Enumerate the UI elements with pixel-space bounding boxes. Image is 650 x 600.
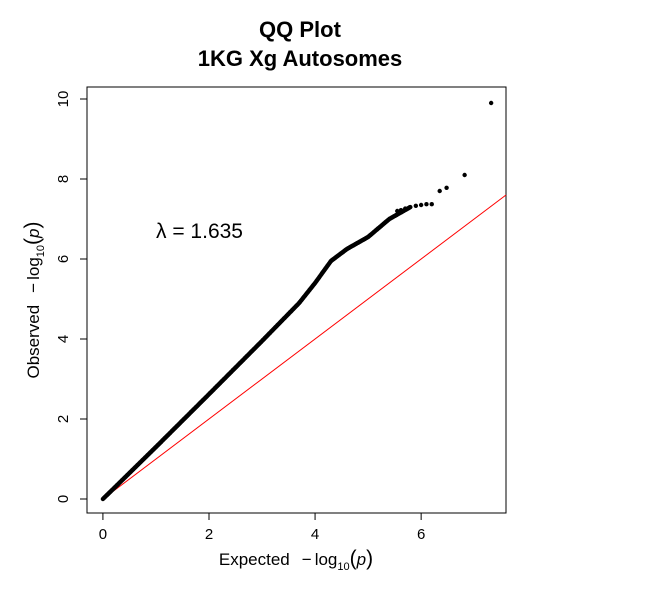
y-tick-label: 10: [55, 91, 72, 108]
x-axis: 0 2 4 6: [99, 513, 425, 543]
y-tick-label: 4: [55, 335, 72, 343]
y-tick-label: 6: [55, 255, 72, 263]
qq-point: [462, 172, 467, 178]
x-tick-label: 0: [99, 526, 107, 543]
qq-point: [398, 208, 404, 213]
qq-point: [437, 188, 442, 194]
qq-point: [429, 202, 434, 207]
y-tick-label: 2: [55, 415, 72, 423]
qq-point: [413, 203, 419, 208]
x-tick-label: 2: [205, 526, 213, 543]
y-axis-label: Observed−log10(p): [21, 221, 47, 378]
reference-line-group: [102, 194, 507, 500]
y-tick-label: 0: [55, 495, 72, 503]
plot-frame: [86, 86, 507, 514]
y-tick-label: 8: [55, 175, 72, 183]
qq-point: [403, 206, 408, 211]
qq-point: [418, 202, 424, 208]
y-axis: 0 2 4 6 8 10: [55, 91, 87, 503]
qq-point: [395, 208, 400, 214]
x-axis-label: Expected − log10(p): [219, 547, 373, 573]
chart-subtitle: 1KG Xg Autosomes: [198, 46, 403, 71]
reference-line: [102, 194, 507, 500]
qq-point: [444, 185, 449, 190]
qq-point: [488, 100, 494, 106]
data-points: [100, 100, 494, 502]
chart-title: QQ Plot: [259, 17, 342, 42]
lambda-annotation: λ = 1.635: [156, 220, 243, 243]
qq-point: [407, 205, 412, 210]
x-tick-label: 6: [417, 526, 425, 543]
qq-point: [424, 202, 429, 207]
x-tick-label: 4: [311, 526, 319, 543]
